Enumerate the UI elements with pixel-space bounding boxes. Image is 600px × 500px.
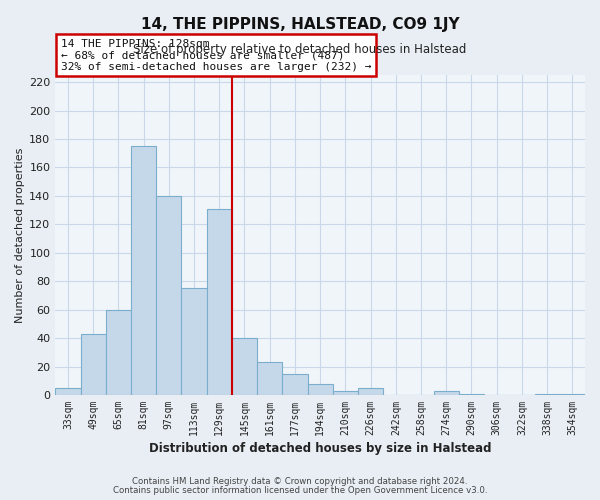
Bar <box>55 388 80 395</box>
Bar <box>131 146 156 395</box>
Bar <box>80 334 106 395</box>
Text: Size of property relative to detached houses in Halstead: Size of property relative to detached ho… <box>133 42 467 56</box>
Bar <box>206 208 232 395</box>
Text: 14, THE PIPPINS, HALSTEAD, CO9 1JY: 14, THE PIPPINS, HALSTEAD, CO9 1JY <box>140 18 460 32</box>
Text: Contains public sector information licensed under the Open Government Licence v3: Contains public sector information licen… <box>113 486 487 495</box>
Bar <box>434 390 459 395</box>
Bar <box>257 362 283 395</box>
Bar <box>459 394 484 395</box>
Text: 14 THE PIPPINS: 128sqm
← 68% of detached houses are smaller (487)
32% of semi-de: 14 THE PIPPINS: 128sqm ← 68% of detached… <box>61 38 371 72</box>
Bar <box>358 388 383 395</box>
Bar <box>283 374 308 395</box>
Bar <box>232 338 257 395</box>
Y-axis label: Number of detached properties: Number of detached properties <box>15 148 25 322</box>
Bar <box>535 394 560 395</box>
Bar <box>106 310 131 395</box>
Bar <box>156 196 181 395</box>
Text: Contains HM Land Registry data © Crown copyright and database right 2024.: Contains HM Land Registry data © Crown c… <box>132 477 468 486</box>
Bar <box>560 394 585 395</box>
Bar <box>333 390 358 395</box>
Bar <box>308 384 333 395</box>
Bar <box>181 288 206 395</box>
X-axis label: Distribution of detached houses by size in Halstead: Distribution of detached houses by size … <box>149 442 491 455</box>
